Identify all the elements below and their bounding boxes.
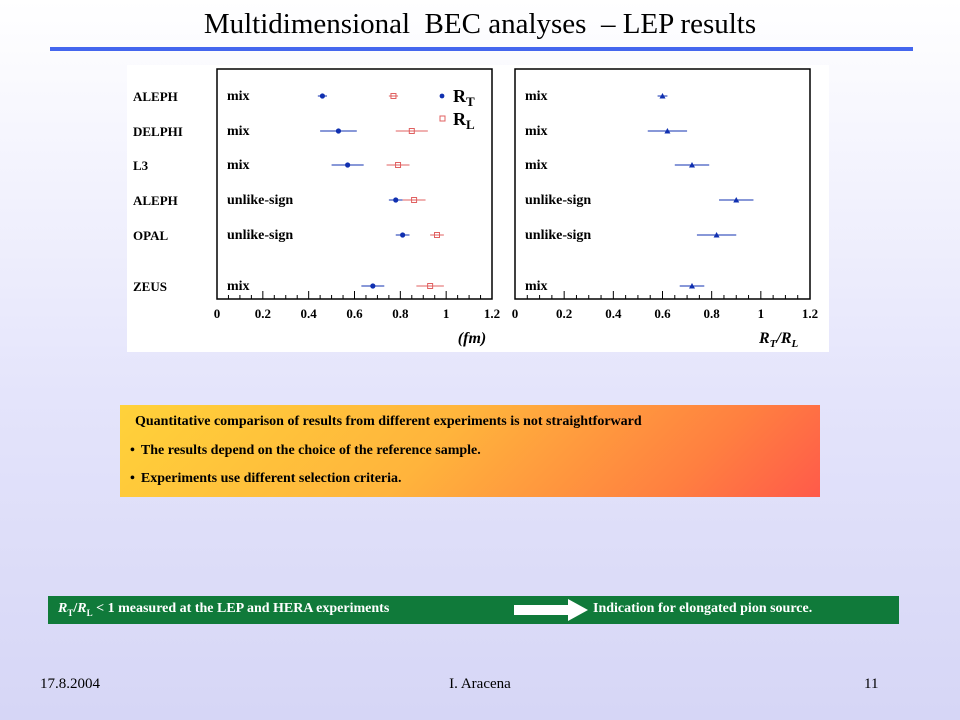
data-point-rt: [345, 162, 351, 168]
results-figure: ALEPH DELPHI L3 ALEPH OPAL ZEUS 0 0.2 0.4 0.6 0.8 1…: [127, 65, 829, 352]
data-point-rl: [408, 128, 415, 134]
x-tick-label: 0.4: [301, 306, 318, 321]
x-tick-label: 0.6: [346, 306, 363, 321]
x-tick-label: 0.8: [704, 306, 721, 321]
bullet-icon: •: [130, 443, 135, 458]
method-label: mix: [227, 158, 250, 173]
experiment-label: ALEPH: [133, 193, 178, 208]
x-tick-label: 1.2: [484, 306, 500, 321]
x-tick-label: 1: [443, 306, 450, 321]
x-tick-label: 0.2: [255, 306, 271, 321]
data-point-rl: [427, 283, 434, 289]
x-tick-label: 0.8: [392, 306, 409, 321]
comparison-note-box: Quantitative comparison of results from …: [120, 405, 820, 497]
conclusion-statement: RT/RL < 1 measured at the LEP and HERA e…: [58, 601, 390, 618]
method-label: unlike-sign: [227, 193, 293, 208]
method-label: unlike-sign: [525, 193, 591, 208]
x-tick-label: 0.4: [605, 306, 622, 321]
note-bullet-2: • Experiments use different selection cri…: [130, 471, 402, 487]
legend-label-rl: RL: [453, 109, 475, 132]
plot-frame: [216, 68, 493, 300]
method-label: mix: [525, 89, 548, 104]
method-label: mix: [227, 89, 250, 104]
legend-marker-rt: [439, 93, 445, 99]
experiment-label: DELPHI: [133, 124, 183, 139]
data-point-rl: [434, 232, 440, 238]
experiment-label: L3: [133, 158, 149, 173]
method-label: mix: [227, 124, 250, 139]
conclusion-implication: Indication for elongated pion source.: [593, 601, 813, 616]
x-tick-label: 0: [512, 306, 519, 321]
method-label: unlike-sign: [525, 228, 591, 243]
x-tick-label: 1.2: [802, 306, 818, 321]
x-tick-label: 1: [758, 306, 765, 321]
data-point-rt: [370, 283, 376, 289]
right-arrow-icon: [514, 599, 588, 621]
data-point-rl: [411, 197, 418, 203]
conclusion-bar: RT/RL < 1 measured at the LEP and HERA e…: [48, 596, 899, 624]
method-label: mix: [525, 279, 548, 294]
data-point-rt: [400, 232, 406, 238]
method-label: mix: [525, 158, 548, 173]
data-point-rl: [395, 162, 402, 168]
bullet-icon: •: [130, 471, 135, 486]
legend-label-rt: RT: [453, 86, 475, 109]
experiment-label: ALEPH: [133, 89, 178, 104]
results-chart-svg: ALEPH DELPHI L3 ALEPH OPAL ZEUS 0 0.2 0.4 0.6 0.8 1…: [133, 68, 818, 350]
note-bullet-1: • The results depend on the choice of the…: [130, 443, 481, 459]
data-point-ratio: [659, 93, 666, 99]
note-heading: Quantitative comparison of results from …: [135, 414, 642, 429]
method-label: mix: [227, 279, 250, 294]
data-point-ratio: [664, 128, 671, 134]
data-point-rt: [319, 93, 326, 99]
x-axis-title-right: RT/RL: [758, 330, 799, 350]
x-tick-label: 0: [214, 306, 221, 321]
data-point-ratio: [733, 197, 740, 203]
slide-title: Multidimensional BEC analyses – LEP resu…: [203, 8, 757, 40]
footer-date: 17.8.2004: [40, 676, 100, 692]
title-underline: [50, 47, 913, 51]
method-label: mix: [525, 124, 548, 139]
conclusion-statement-text: < 1 measured at the LEP and HERA experim…: [92, 601, 390, 616]
footer-author: I. Aracena: [449, 676, 511, 692]
experiment-label: ZEUS: [133, 279, 167, 294]
method-label: unlike-sign: [227, 228, 293, 243]
note-bullet-text: The results depend on the choice of the …: [140, 443, 481, 458]
note-bullet-text: Experiments use different selection crit…: [140, 471, 402, 486]
x-tick-label: 0.2: [556, 306, 572, 321]
data-point-ratio: [689, 283, 695, 289]
x-axis-title-left: (fm): [458, 330, 486, 347]
footer-page-number: 11: [864, 676, 879, 692]
data-point-ratio: [689, 162, 695, 168]
data-point-ratio: [713, 232, 720, 238]
data-point-rl: [390, 93, 397, 99]
data-point-rt: [335, 128, 342, 134]
x-tick-label: 0.6: [654, 306, 671, 321]
experiment-label: OPAL: [133, 228, 168, 243]
data-point-rt: [393, 197, 399, 203]
plot-frame: [514, 68, 811, 300]
legend-marker-rl: [439, 115, 446, 122]
